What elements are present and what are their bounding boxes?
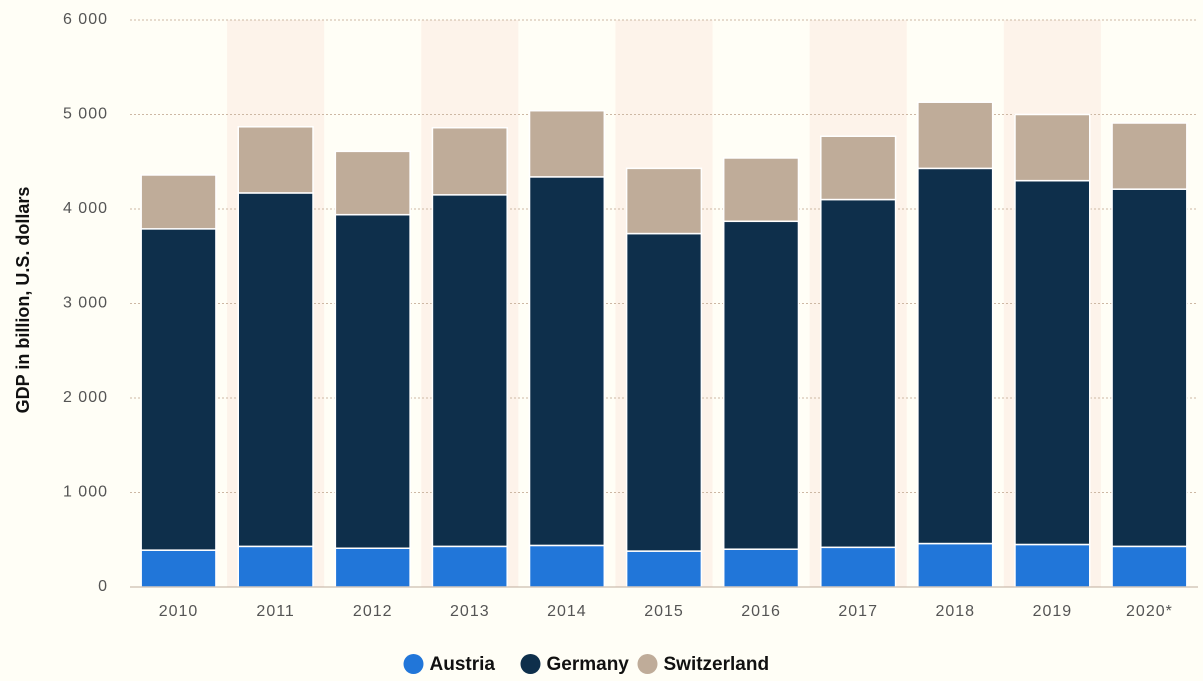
bar-segment [625,550,703,588]
legend-marker [403,654,424,674]
legend-label: Germany [547,654,630,675]
x-tick-label: 2016 [741,603,781,620]
x-tick-label: 2018 [935,603,975,620]
bar-segment [1014,543,1091,588]
y-tick-label: 3 000 [63,295,108,312]
bar-segment [140,228,217,551]
bar-segment [722,548,800,588]
bar-segment [237,545,314,588]
bar-segment [528,544,606,588]
x-tick-label: 2017 [838,603,878,620]
bar-segment [820,135,897,201]
x-tick-label: 2011 [256,603,294,620]
bar-segment [917,101,994,170]
bar-segment [237,126,314,194]
bar-segment [917,167,994,545]
bar-segment [140,549,217,588]
x-tick-label: 2012 [353,603,393,620]
x-tick-label: 2020* [1126,603,1173,620]
bar-segment [528,176,606,547]
x-tick-label: 2014 [547,603,587,620]
legend-label: Austria [430,654,496,675]
bar-segment [334,547,411,588]
y-tick-label: 5 000 [63,106,108,123]
bar-segment [431,194,508,548]
y-tick-label: 1 000 [63,484,108,501]
x-tick-label: 2019 [1033,603,1073,620]
bar-segment [1014,113,1091,182]
bar-segment [431,545,508,588]
bar-segment [1111,188,1188,548]
legend-marker [637,654,658,674]
bar-segment [1111,122,1188,190]
bar-segment [140,174,217,230]
bar-segment [917,542,994,588]
bar-segment [1111,545,1188,588]
bar-segment [528,109,606,178]
x-tick-label: 2015 [644,603,684,620]
bar-segment [334,150,411,216]
legend-marker [520,654,541,674]
bar-segment [334,213,411,550]
y-tick-label: 4 000 [63,200,108,217]
legend-label: Switzerland [664,654,770,675]
y-tick-label: 0 [98,578,108,595]
bar-segment [237,192,314,548]
bar-segment [820,546,897,588]
bar-segment [431,126,508,196]
bar-segment [722,157,800,223]
y-tick-label: 6 000 [63,11,108,28]
bar-segment [820,198,897,549]
y-axis-label: GDP in billion, U.S. dollars [13,187,33,414]
bar-segment [722,220,800,550]
y-tick-label: 2 000 [63,389,108,406]
bar-segment [625,232,703,552]
x-tick-label: 2013 [450,603,490,620]
bar-segment [1014,179,1091,546]
bar-segment [625,167,703,235]
x-tick-label: 2010 [159,603,199,620]
